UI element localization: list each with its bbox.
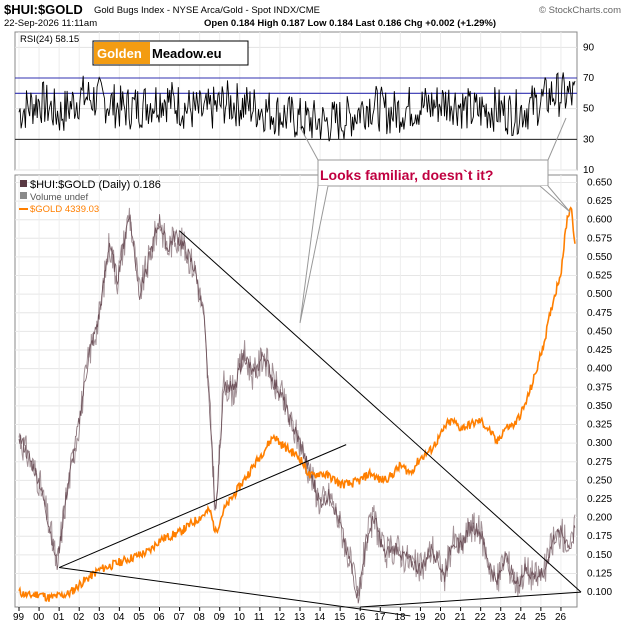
rsi-tick-label: 50 [583, 104, 595, 115]
header-date: 22-Sep-2026 11:11am [4, 18, 97, 29]
hui-bars [18, 207, 576, 597]
rsi-tick-labels: 10 30 50 70 90 [583, 42, 595, 176]
x-tick-label: 16 [354, 612, 366, 623]
main-y-tick-label: 0.175 [587, 531, 612, 542]
main-y-tick-label: 0.125 [587, 568, 612, 579]
main-y-tick-label: 0.625 [587, 196, 612, 207]
rsi-line [18, 72, 576, 142]
callout-pointer-rsi-right [547, 117, 567, 161]
hui-legend-swatch [20, 180, 27, 187]
x-tick-label: 26 [555, 612, 567, 623]
x-tick-label: 13 [294, 612, 306, 623]
legend-hui: $HUI:$GOLD (Daily) 0.186 [30, 179, 161, 191]
x-tick-label: 14 [314, 612, 326, 623]
x-tick-label: 25 [535, 612, 547, 623]
x-tick-label: 02 [73, 612, 85, 623]
x-tick-label: 15 [334, 612, 346, 623]
rsi-reference-lines [15, 77, 577, 140]
x-tick-label: 09 [214, 612, 226, 623]
x-tick-label: 11 [254, 612, 265, 623]
rsi-tick-label: 10 [583, 165, 595, 176]
main-y-tick-label: 0.475 [587, 308, 612, 319]
main-y-tick-label: 0.100 [587, 587, 612, 598]
x-tick-label: 10 [234, 612, 246, 623]
x-tick-label: 21 [455, 612, 467, 623]
main-y-tick-label: 0.650 [587, 177, 612, 188]
x-tick-label: 00 [33, 612, 45, 623]
main-y-tick-label: 0.450 [587, 326, 612, 337]
x-tick-label: 24 [515, 612, 527, 623]
callout-pointer-main-left [299, 185, 329, 324]
trendline-falling-lower [59, 567, 411, 617]
header-quote: Open 0.184 High 0.187 Low 0.184 Last 0.1… [204, 18, 496, 29]
main-y-tick-label: 0.400 [587, 364, 612, 375]
main-y-tick-label: 0.300 [587, 438, 612, 449]
legend-volume: Volume undef [30, 192, 88, 203]
main-y-tick-label: 0.275 [587, 457, 612, 468]
x-tick-label: 04 [113, 612, 125, 623]
main-y-tick-label: 0.425 [587, 345, 612, 356]
x-tick-label: 06 [154, 612, 166, 623]
hui-line [18, 214, 576, 604]
callout-pointer-main-right [539, 185, 571, 213]
gold-line [18, 206, 576, 602]
main-gridlines [15, 175, 577, 607]
trend-lines [58, 230, 582, 617]
x-axis-labels: 99 00 01 02 03 04 05 06 07 08 09 10 11 12 13 14 15 16 17 18… [13, 607, 567, 623]
main-y-tick-label: 0.600 [587, 215, 612, 226]
volume-legend-swatch [20, 192, 27, 199]
rsi-tick-label: 30 [583, 134, 595, 145]
main-y-tick-label: 0.500 [587, 289, 612, 300]
legend-gold: $GOLD 4339.03 [30, 204, 99, 215]
main-legend: $HUI:$GOLD (Daily) 0.186 Volume undef $G… [19, 179, 161, 215]
trendline-descending-resistance [179, 230, 582, 593]
x-tick-label: 08 [194, 612, 206, 623]
trendline-rising-support [58, 444, 347, 568]
header-credit: © StockCharts.com [539, 5, 621, 16]
annotation-text: Looks familiar, doesn`t it? [320, 167, 493, 183]
x-tick-label: 22 [475, 612, 487, 623]
x-tick-label: 18 [394, 612, 406, 623]
main-y-tick-label: 0.325 [587, 420, 612, 431]
x-tick-label: 05 [133, 612, 145, 623]
main-y-tick-label: 0.200 [587, 513, 612, 524]
main-y-tick-labels: 0.100 0.125 0.150 0.175 0.200 0.225 0.250 0.275… [587, 177, 612, 598]
callout: Looks familiar, doesn`t it? [299, 117, 571, 324]
rsi-series [18, 72, 576, 142]
rsi-tick-label: 90 [583, 42, 595, 53]
x-tick-label: 12 [274, 612, 286, 623]
x-tick-label: 23 [495, 612, 507, 623]
main-y-tick-label: 0.250 [587, 475, 612, 486]
main-panel: 0.100 0.125 0.150 0.175 0.200 0.225 0.250 0.275… [13, 174, 612, 623]
goldenmeadow-logo: Golden Meadow.eu [92, 40, 249, 66]
main-y-tick-label: 0.550 [587, 252, 612, 263]
x-tick-label: 07 [174, 612, 186, 623]
trendline-base [360, 591, 582, 608]
callout-pointer-rsi-left [299, 126, 319, 161]
main-y-tick-label: 0.375 [587, 382, 612, 393]
gold-price-series [18, 206, 576, 602]
main-y-tick-label: 0.350 [587, 401, 612, 412]
logo-text-golden: Golden [97, 46, 142, 61]
rsi-tick-label: 70 [583, 73, 595, 84]
header-symbol: $HUI:$GOLD [4, 2, 83, 17]
main-y-tick-label: 0.525 [587, 271, 612, 282]
x-tick-label: 19 [414, 612, 426, 623]
x-tick-label: 17 [374, 612, 386, 623]
hui-gold-ratio-series [18, 207, 576, 604]
x-tick-label: 01 [53, 612, 65, 623]
x-tick-label: 20 [435, 612, 447, 623]
main-y-tick-label: 0.150 [587, 550, 612, 561]
main-y-tick-label: 0.225 [587, 494, 612, 505]
x-tick-label: 99 [13, 612, 25, 623]
x-tick-label: 03 [93, 612, 105, 623]
rsi-legend: RSI(24) 58.15 [20, 34, 79, 45]
logo-text-meadow: Meadow.eu [152, 46, 222, 61]
header-description: Gold Bugs Index - NYSE Arca/Gold - Spot … [94, 5, 320, 16]
main-y-tick-label: 0.575 [587, 233, 612, 244]
